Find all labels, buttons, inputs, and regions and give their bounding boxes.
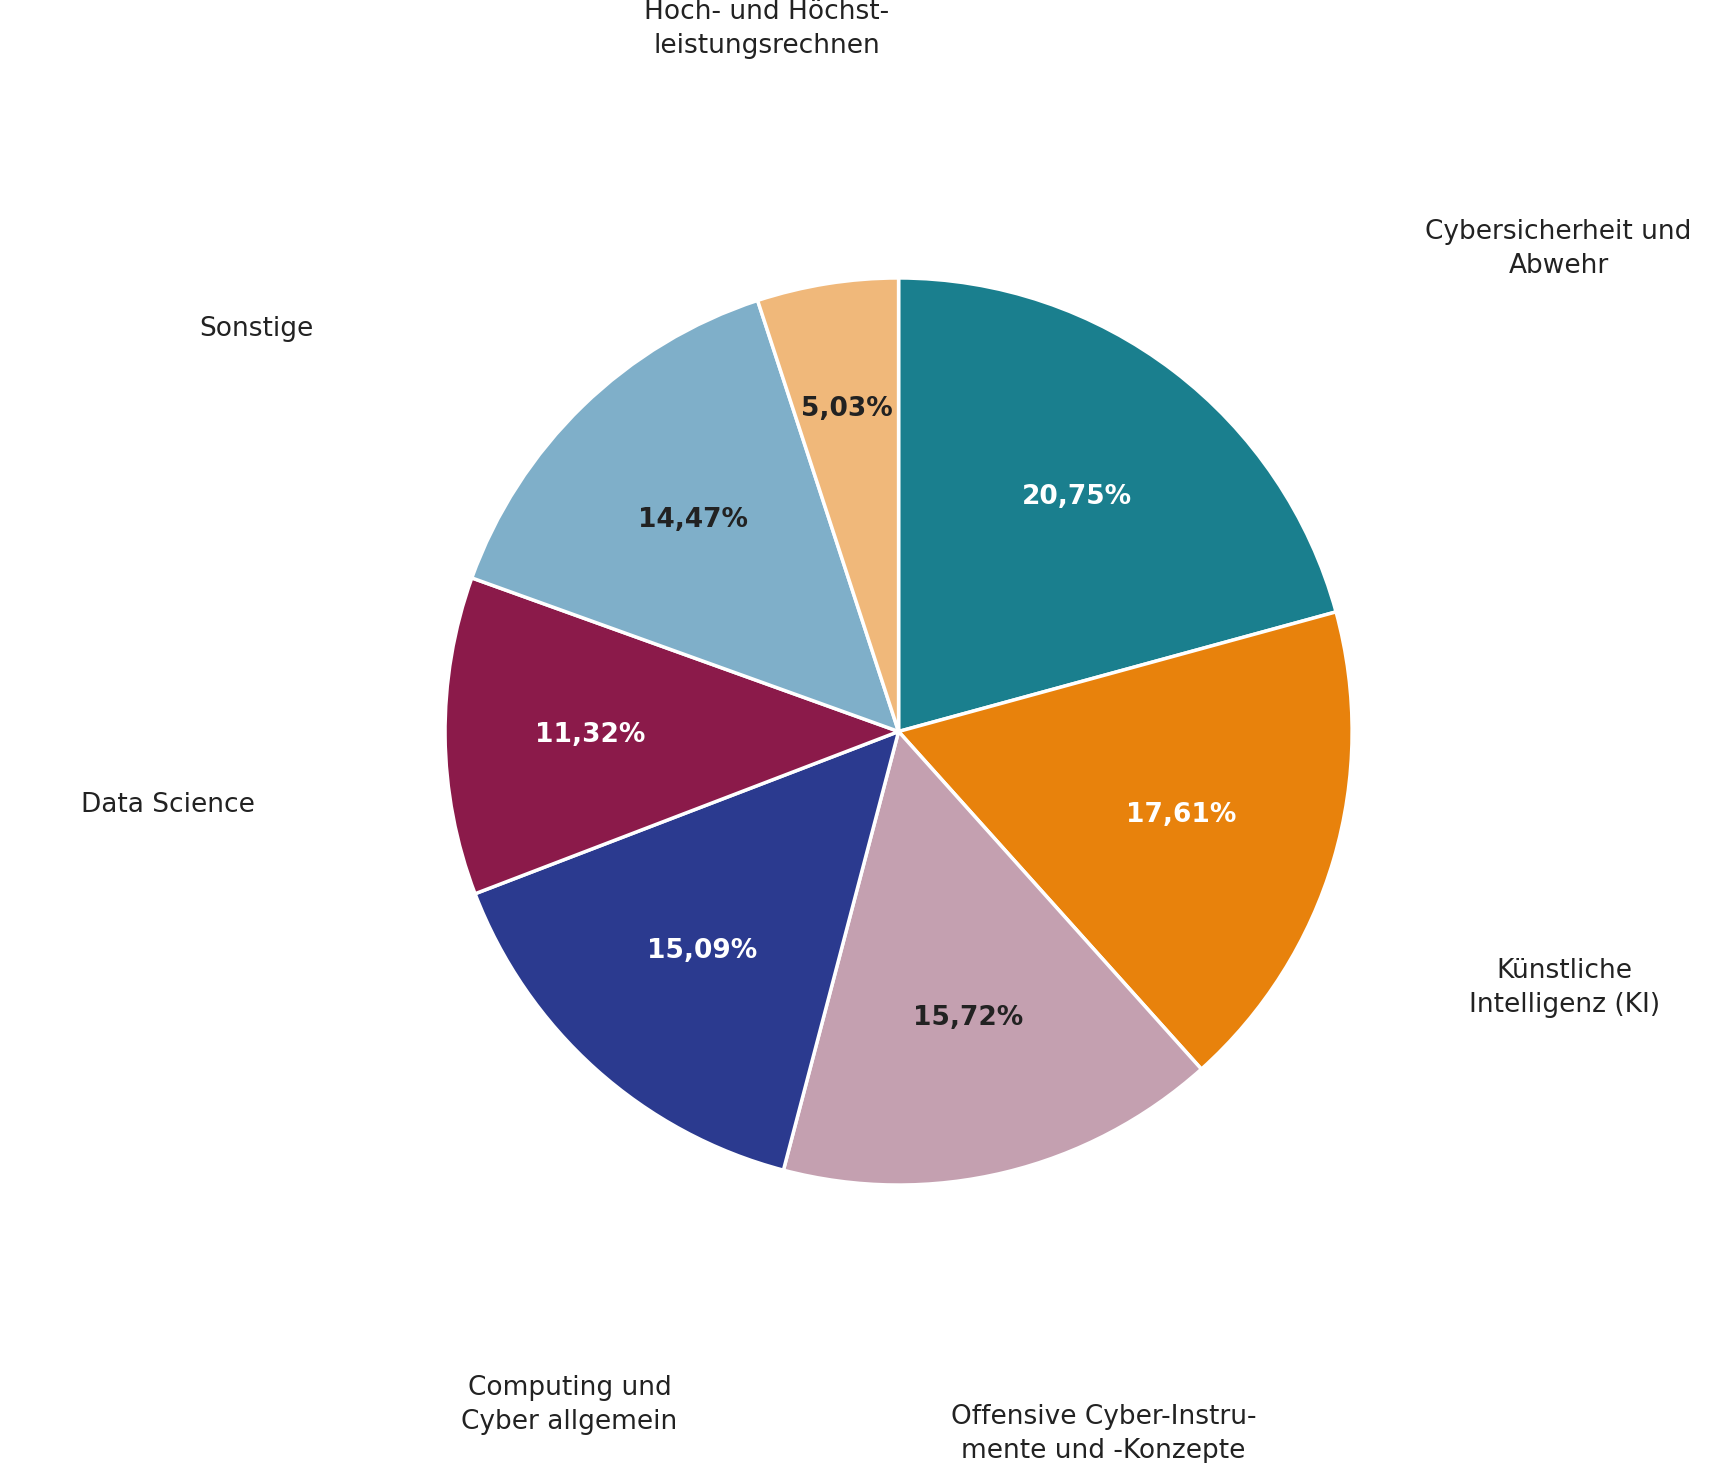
Text: Data Science: Data Science — [81, 791, 255, 818]
Wedge shape — [782, 732, 1201, 1185]
Wedge shape — [445, 578, 898, 894]
Text: Computing und
Cyber allgemein: Computing und Cyber allgemein — [462, 1375, 677, 1435]
Text: 15,09%: 15,09% — [646, 938, 756, 964]
Wedge shape — [756, 278, 898, 732]
Wedge shape — [898, 612, 1351, 1069]
Text: Cybersicherheit und
Abwehr: Cybersicherheit und Abwehr — [1425, 218, 1690, 279]
Wedge shape — [898, 278, 1335, 732]
Text: Sonstige: Sonstige — [200, 316, 314, 342]
Text: Hoch- und Höchst-
leistungsrechnen: Hoch- und Höchst- leistungsrechnen — [644, 0, 889, 59]
Wedge shape — [472, 300, 898, 732]
Text: Künstliche
Intelligenz (KI): Künstliche Intelligenz (KI) — [1468, 957, 1659, 1018]
Wedge shape — [476, 732, 898, 1170]
Text: 20,75%: 20,75% — [1022, 484, 1132, 511]
Text: 15,72%: 15,72% — [911, 1005, 1022, 1031]
Text: 5,03%: 5,03% — [801, 396, 893, 421]
Text: 11,32%: 11,32% — [534, 721, 644, 748]
Text: 17,61%: 17,61% — [1125, 802, 1235, 828]
Text: 14,47%: 14,47% — [638, 508, 748, 533]
Text: Offensive Cyber-Instru-
mente und -Konzepte: Offensive Cyber-Instru- mente und -Konze… — [949, 1404, 1256, 1463]
